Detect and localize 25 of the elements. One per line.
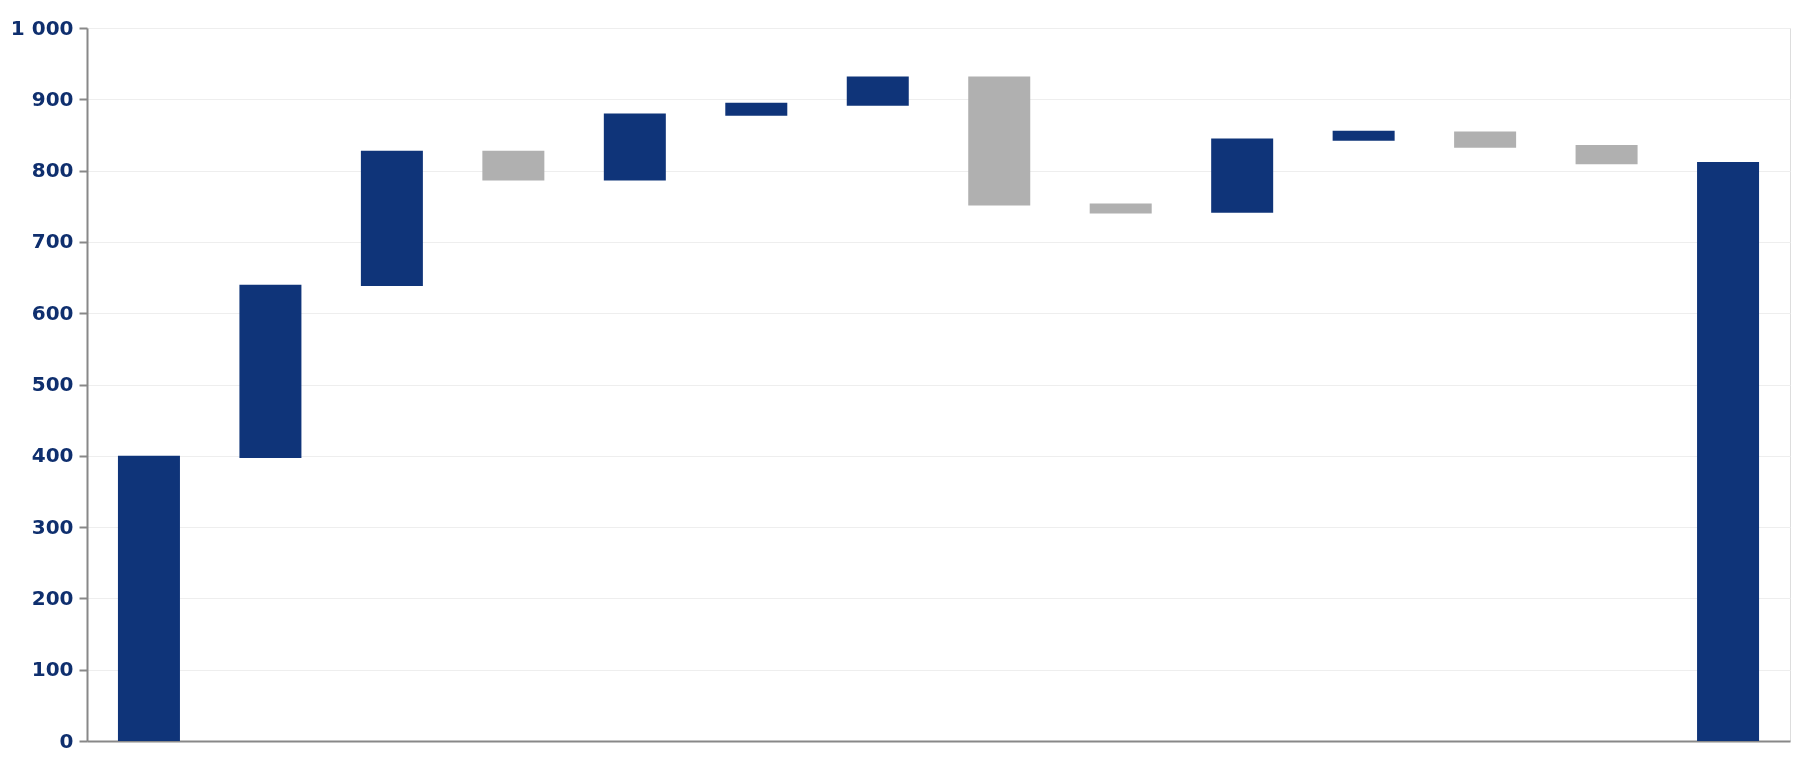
bar	[968, 76, 1031, 206]
bar	[725, 102, 788, 116]
bar	[1575, 144, 1638, 165]
bar	[846, 76, 909, 106]
y-tick-label: 500	[31, 372, 74, 396]
y-tick-label: 600	[31, 300, 74, 325]
y-tick-label: 700	[31, 229, 74, 254]
bar	[1089, 203, 1152, 214]
y-tick-label: 800	[31, 158, 74, 183]
y-tick-label: 900	[31, 86, 74, 111]
bar	[360, 150, 423, 287]
y-tick-label: 200	[31, 585, 74, 610]
y-tick-label: 0	[59, 728, 74, 753]
bar	[1332, 130, 1395, 141]
bar	[239, 284, 302, 458]
bar	[1211, 138, 1274, 213]
bar	[1697, 162, 1760, 741]
bar	[1454, 131, 1517, 148]
bar	[117, 455, 180, 741]
y-tick-label: 100	[31, 657, 74, 682]
y-tick-label: 1 000	[10, 15, 74, 40]
y-tick-label: 300	[31, 514, 74, 539]
bar	[482, 150, 545, 181]
bar	[603, 113, 666, 181]
y-tick-label: 400	[31, 443, 74, 468]
